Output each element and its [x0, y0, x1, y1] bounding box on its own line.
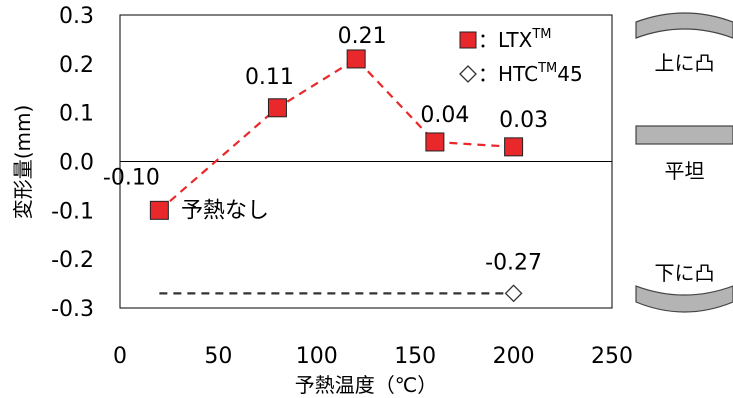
data-point-square	[267, 98, 287, 118]
convex-down-plate-icon	[635, 285, 733, 313]
data-label: 0.04	[420, 103, 469, 128]
data-label: 0.11	[245, 65, 294, 90]
legend-marker-diamond	[459, 65, 477, 83]
x-tick-label: 100	[296, 344, 338, 369]
side-label: 平坦	[665, 159, 705, 183]
data-point-square	[504, 137, 524, 157]
data-label: -0.27	[485, 250, 542, 275]
convex-up-plate-icon	[635, 12, 733, 39]
series-line	[158, 57, 514, 212]
flat-plate-icon	[635, 125, 733, 145]
x-axis-title: 予熱温度（℃）	[295, 373, 437, 397]
y-tick-label: 0.2	[59, 53, 94, 78]
data-point-diamond	[504, 284, 523, 303]
x-tick-label: 200	[493, 344, 535, 369]
y-tick-label: 0.3	[59, 4, 94, 29]
annotation-label: 予熱なし	[181, 198, 269, 223]
x-tick-label: 250	[591, 344, 633, 369]
y-tick-label: 0.0	[59, 151, 94, 176]
y-tick-label: 0.1	[59, 102, 94, 127]
y-tick-label: -0.2	[51, 248, 94, 273]
data-label: 0.21	[338, 24, 387, 49]
side-label: 下に凸	[655, 261, 715, 285]
side-label: 上に凸	[655, 51, 715, 75]
data-label: 0.03	[499, 108, 548, 133]
y-axis-title: 変形量(mm)	[11, 105, 35, 220]
data-point-square	[425, 132, 445, 152]
y-tick-label: -0.3	[51, 297, 94, 322]
legend-marker-square	[459, 31, 477, 49]
legend-entry: ：HTCTM45	[478, 61, 583, 86]
data-point-square	[346, 49, 366, 69]
x-tick-label: 150	[394, 344, 436, 369]
legend-entry: ：LTXTM	[478, 27, 551, 52]
data-point-square	[149, 200, 169, 220]
x-tick-label: 0	[113, 344, 127, 369]
data-label: -0.10	[103, 165, 160, 190]
x-tick-label: 50	[204, 344, 232, 369]
y-tick-label: -0.1	[51, 199, 94, 224]
